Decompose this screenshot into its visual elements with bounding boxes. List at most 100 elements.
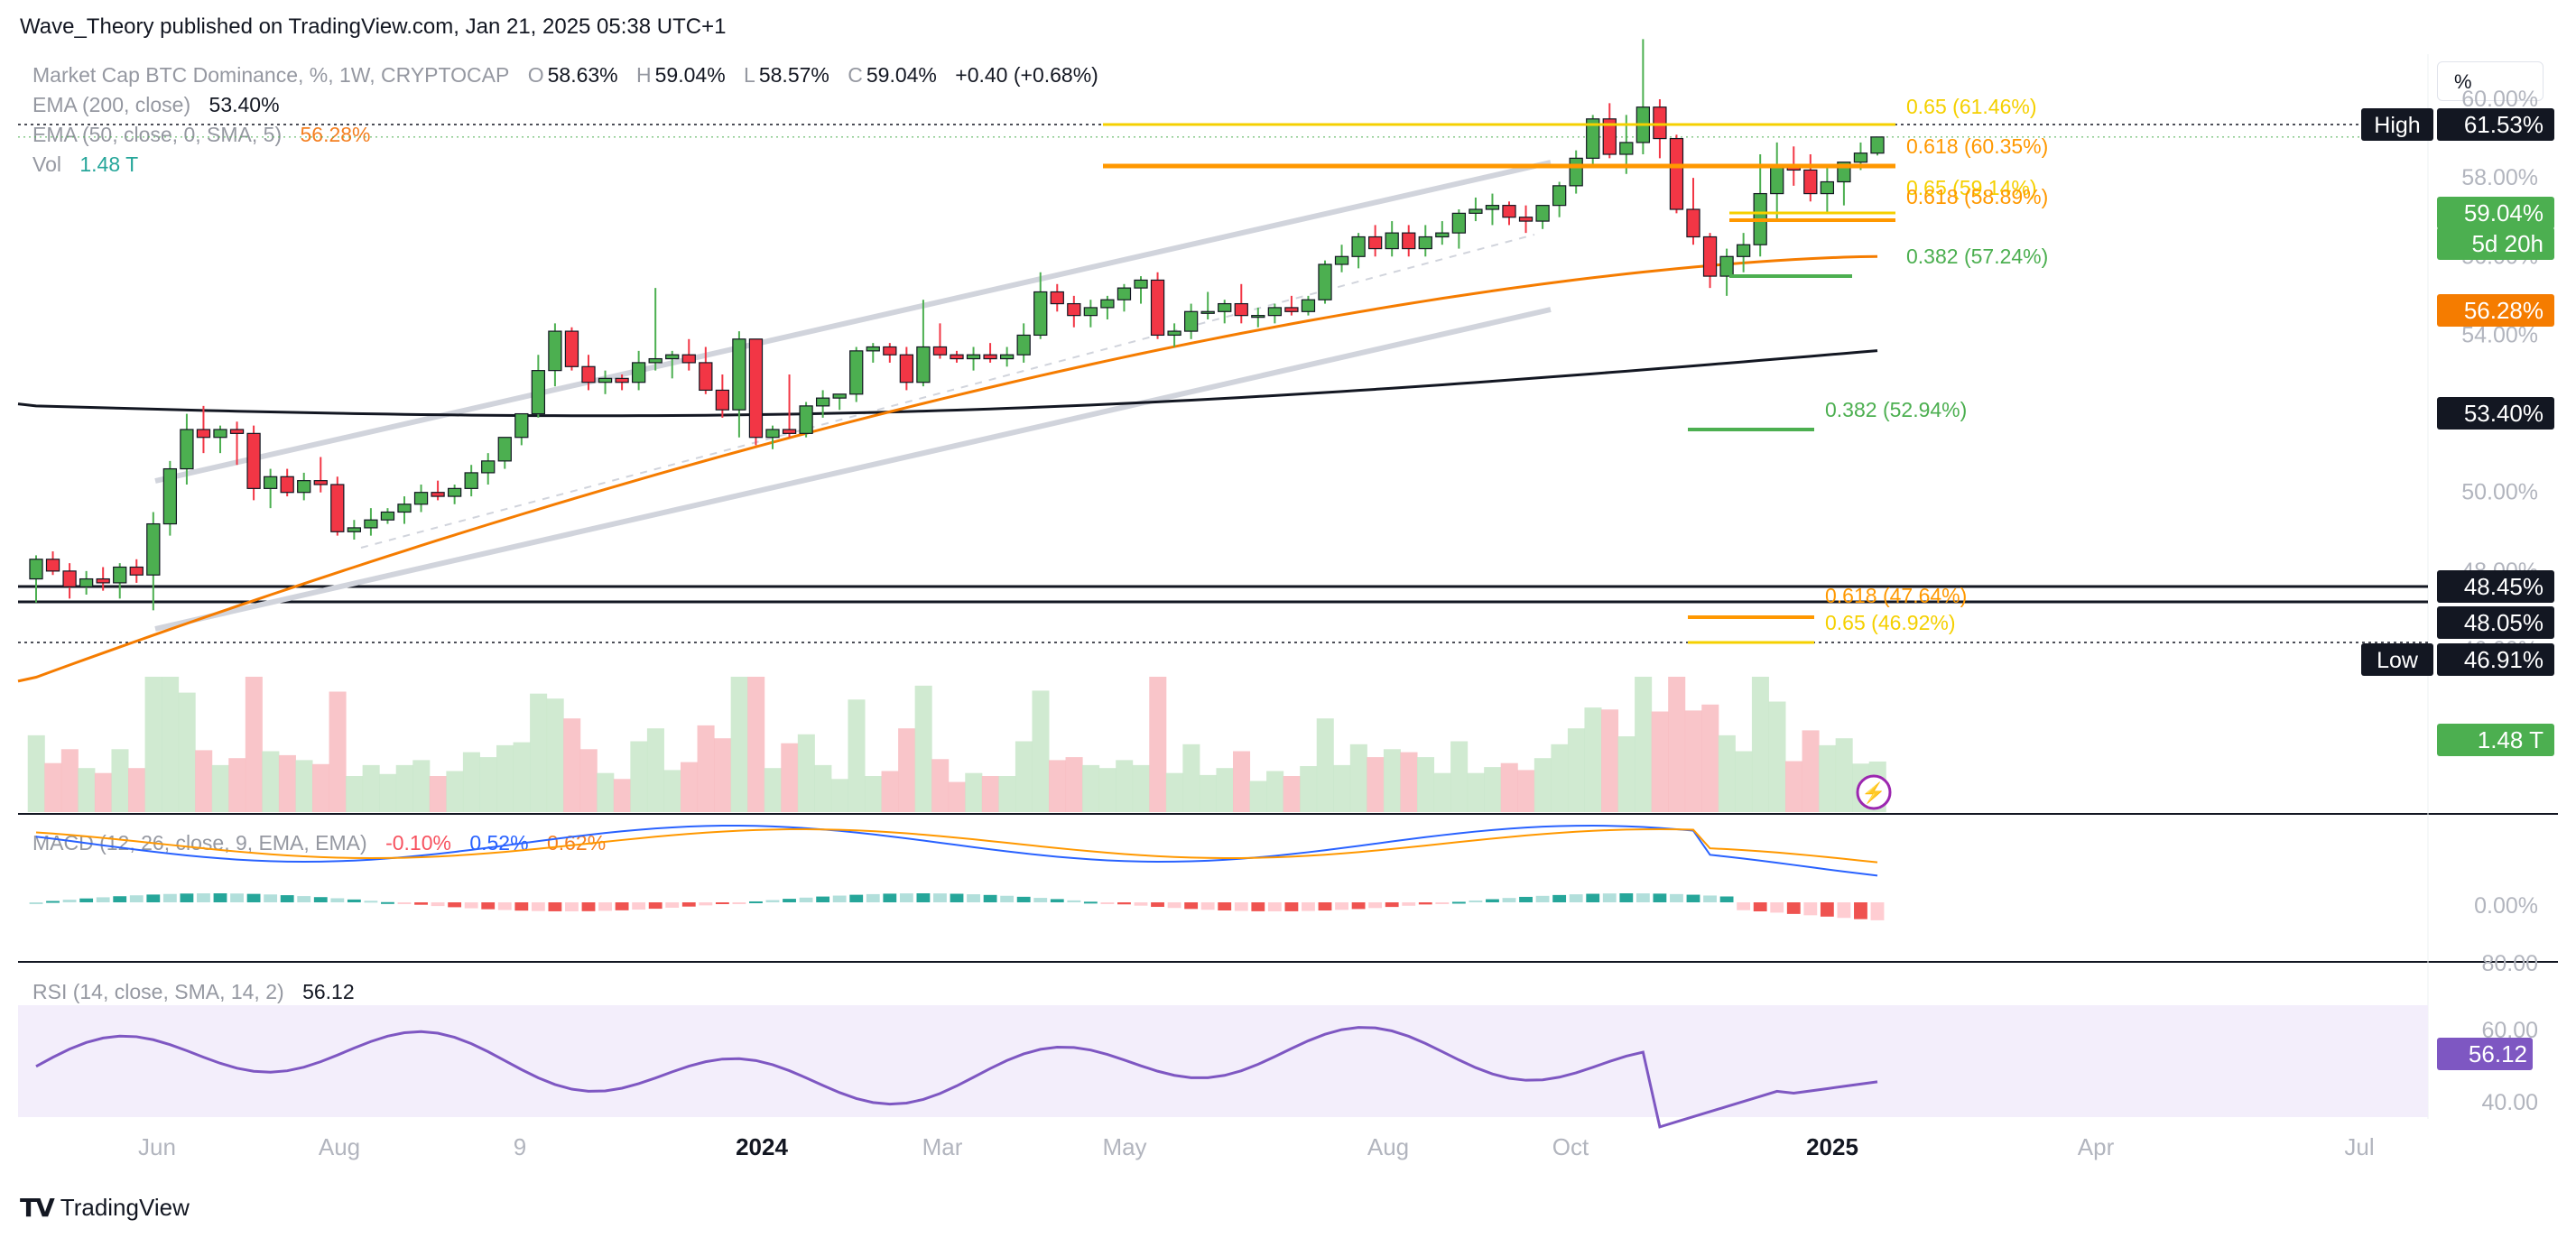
lightning-icon[interactable]: [1856, 774, 1892, 810]
volume-value: 1.48 T: [79, 152, 139, 176]
macd-signal-line: [35, 828, 1878, 864]
volume-bar: [211, 764, 229, 812]
candle-body: [1435, 232, 1450, 238]
candle-body: [196, 429, 211, 439]
volume-bar: [346, 776, 364, 812]
macd-histogram-bar: [866, 893, 880, 902]
candle-body: [1100, 299, 1115, 309]
price-axis-tick: 60.00%: [2461, 87, 2538, 112]
ema200-legend[interactable]: EMA (200, close) 53.40%: [32, 93, 283, 117]
macd-histogram-bar: [397, 902, 412, 904]
volume-bar: [178, 692, 196, 812]
macd-histogram-bar: [113, 896, 127, 902]
price-badge-value: 56.28%: [2464, 297, 2544, 324]
symbol-legend[interactable]: Market Cap BTC Dominance, %, 1W, CRYPTOC…: [32, 63, 1102, 88]
candle-body: [246, 432, 261, 489]
candle-body: [180, 429, 194, 470]
candle-body: [581, 365, 596, 383]
macd-histogram-bar: [96, 897, 110, 902]
macd-histogram-bar: [381, 901, 394, 904]
price-badge-tag: [2361, 108, 2433, 141]
volume-bar: [1735, 751, 1753, 812]
fib-label: 0.618 (60.35%): [1906, 134, 2048, 158]
macd-histogram-bar: [213, 893, 227, 902]
candle-body: [1870, 136, 1885, 154]
price-badge-value: 48.45%: [2464, 573, 2544, 600]
rsi-legend[interactable]: RSI (14, close, SMA, 14, 2) 56.12: [32, 980, 358, 1004]
candle-body: [598, 377, 613, 383]
candle-body: [229, 429, 245, 434]
lightning-icon-glyph: ⚡: [1861, 781, 1886, 805]
macd-histogram-bar: [1837, 902, 1851, 919]
macd-histogram-bar: [548, 902, 562, 911]
macd-histogram-bar: [79, 898, 94, 902]
macd-histogram-bar: [1067, 900, 1081, 902]
volume-label: Vol: [32, 152, 61, 176]
volume-bar: [27, 734, 45, 812]
price-badge: [2437, 108, 2554, 141]
candle-body: [832, 393, 847, 399]
macd-histogram-bar: [1670, 893, 1683, 902]
candle-body: [1050, 291, 1064, 305]
candle-body: [765, 429, 780, 439]
macd-histogram-bar: [1820, 902, 1834, 917]
volume-bar: [1400, 752, 1418, 812]
volume-bar: [128, 768, 146, 812]
volume-legend[interactable]: Vol 1.48 T: [32, 152, 142, 177]
volume-bar: [697, 725, 715, 812]
candle-body: [1803, 169, 1818, 195]
macd-histogram-bar: [1552, 894, 1567, 902]
volume-bar: [1819, 744, 1837, 812]
time-axis-label: Mar: [922, 1133, 963, 1160]
percent-scale-toggle[interactable]: %: [2437, 61, 2544, 101]
volume-bar: [1718, 734, 1736, 812]
macd-histogram-bar: [1134, 902, 1148, 906]
volume-bar: [1049, 760, 1067, 812]
volume-bar: [1701, 704, 1719, 812]
macd-histogram-bar: [1535, 895, 1550, 902]
macd-legend[interactable]: MACD (12, 26, close, 9, EMA, EMA) -0.10%…: [32, 831, 609, 855]
volume-bar: [295, 760, 313, 812]
macd-histogram-bar: [1469, 900, 1483, 902]
macd-histogram-bar: [1418, 902, 1432, 905]
price-badge-value: 48.05%: [2464, 609, 2544, 636]
volume-bar: [898, 728, 916, 812]
tv-logo-icon: 𝗧𝗩: [20, 1194, 55, 1222]
volume-bar: [730, 677, 748, 812]
candle-body: [681, 354, 696, 364]
candle-body: [1117, 287, 1132, 300]
macd-histogram-bar: [414, 902, 428, 905]
candle-body: [96, 577, 110, 584]
volume-bar: [597, 772, 615, 812]
macd-histogram-bar: [1653, 893, 1667, 902]
tradingview-logo[interactable]: 𝗧𝗩 TradingView: [20, 1193, 190, 1223]
close-label: C: [848, 63, 863, 87]
macd-histogram-bar: [1151, 902, 1164, 908]
candle-body: [932, 346, 948, 356]
candle-body: [1586, 118, 1600, 159]
macd-histogram-bar: [732, 902, 746, 904]
candle-body: [1301, 299, 1316, 312]
volume-bar: [830, 779, 848, 812]
macd-histogram-bar: [62, 900, 77, 902]
candle-body: [966, 354, 981, 360]
candle-body: [1183, 310, 1199, 332]
candle-body: [1469, 208, 1483, 214]
volume-bar: [965, 772, 983, 812]
price-badge: [2437, 570, 2554, 603]
candle-body: [514, 412, 529, 439]
candle-body: [1820, 180, 1835, 195]
volume-bar: [914, 685, 932, 812]
macd-histogram-bar: [514, 902, 529, 911]
candle-body: [531, 370, 546, 415]
macd-histogram-bar: [899, 893, 913, 902]
channel-upper-line: [154, 160, 1552, 484]
macd-histogram-bar: [1435, 902, 1450, 904]
ema50-legend[interactable]: EMA (50, close, 0, SMA, 5) 56.28%: [32, 123, 375, 147]
macd-histogram-bar: [1184, 902, 1199, 910]
close-value: 59.04%: [866, 63, 937, 87]
volume-bar: [530, 693, 548, 812]
macd-histogram-bar: [1803, 902, 1818, 916]
volume-bar: [278, 754, 296, 812]
